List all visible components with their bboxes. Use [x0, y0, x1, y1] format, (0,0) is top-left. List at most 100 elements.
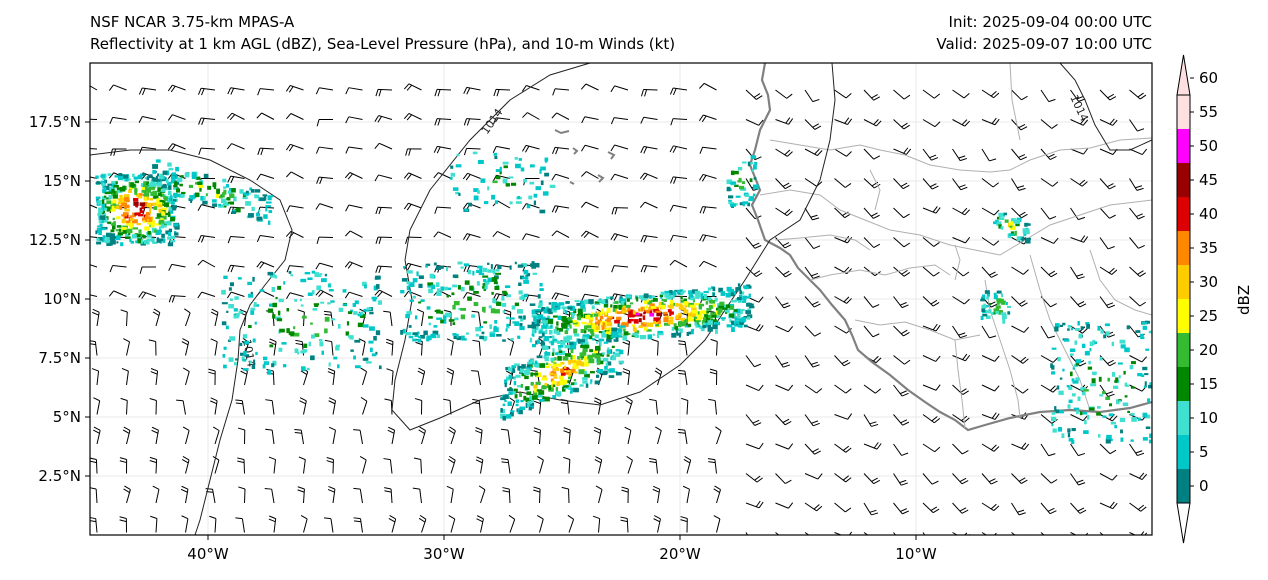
reflectivity-cell — [581, 321, 587, 325]
reflectivity-cell — [707, 320, 713, 325]
reflectivity-cell — [529, 181, 535, 185]
reflectivity-cell — [711, 314, 717, 318]
reflectivity-cell — [333, 356, 338, 360]
wind-barb — [533, 427, 542, 445]
reflectivity-cell — [288, 331, 295, 336]
map-axes: 17.5°N15°N12.5°N10°N7.5°N5°N2.5°N40°W 30°… — [29, 113, 937, 563]
reflectivity-cell — [1115, 399, 1120, 405]
reflectivity-cell — [582, 351, 587, 356]
reflectivity-cell — [529, 303, 536, 306]
reflectivity-cell — [324, 316, 330, 322]
reflectivity-cell — [525, 368, 530, 374]
reflectivity-cell — [539, 328, 543, 332]
wind-barb — [745, 266, 763, 277]
wind-barb — [268, 456, 277, 474]
reflectivity-cell — [540, 342, 546, 347]
wind-barb — [581, 116, 599, 124]
reflectivity-cell — [519, 406, 526, 411]
reflectivity-cell — [509, 265, 512, 270]
wind-barb — [922, 119, 941, 128]
reflectivity-cell — [262, 194, 268, 197]
reflectivity-cell — [452, 284, 458, 288]
reflectivity-cell — [544, 172, 550, 177]
reflectivity-cell — [101, 237, 105, 243]
wind-barb — [91, 368, 100, 386]
reflectivity-cell — [1103, 334, 1107, 339]
wind-barb — [699, 146, 717, 154]
reflectivity-cell — [986, 296, 989, 300]
reflectivity-cell — [1007, 305, 1012, 309]
wind-barb — [775, 148, 793, 157]
wind-barb — [374, 174, 393, 182]
reflectivity-cell — [377, 300, 383, 305]
reflectivity-cell — [103, 195, 107, 198]
reflectivity-cell — [738, 299, 744, 302]
reflectivity-cell — [998, 310, 1004, 315]
wind-barb — [345, 204, 363, 212]
reflectivity-cell — [559, 378, 563, 384]
reflectivity-cell — [122, 212, 129, 215]
reflectivity-cell — [1120, 344, 1126, 349]
reflectivity-cell — [564, 330, 569, 335]
reflectivity-cell — [229, 201, 234, 205]
reflectivity-cell — [1142, 437, 1148, 441]
reflectivity-cell — [674, 289, 680, 293]
wind-barb — [1070, 473, 1086, 486]
wind-barb — [1129, 237, 1145, 249]
reflectivity-cell — [607, 315, 613, 319]
reflectivity-cell — [473, 195, 479, 201]
reflectivity-cell — [1067, 428, 1071, 433]
reflectivity-cell — [536, 326, 539, 331]
reflectivity-cell — [524, 375, 529, 380]
reflectivity-cell — [612, 351, 616, 355]
reflectivity-cell — [523, 315, 526, 320]
reflectivity-cell — [520, 367, 524, 373]
reflectivity-cell — [536, 309, 541, 312]
reflectivity-cell — [629, 302, 634, 305]
wind-barb — [269, 338, 277, 356]
reflectivity-cell — [993, 295, 998, 300]
reflectivity-cell — [106, 242, 112, 246]
reflectivity-cell — [525, 402, 528, 408]
reflectivity-cell — [521, 364, 526, 369]
reflectivity-cell — [226, 310, 229, 313]
wind-barb — [522, 233, 540, 241]
reflectivity-cell — [216, 191, 220, 195]
reflectivity-cell — [544, 321, 547, 326]
reflectivity-cell — [600, 360, 604, 365]
reflectivity-cell — [585, 383, 589, 388]
colorbar-band — [1177, 197, 1190, 231]
reflectivity-cell — [661, 298, 667, 301]
reflectivity-cell — [484, 201, 489, 205]
wind-barb — [235, 399, 245, 415]
reflectivity-cell — [111, 181, 118, 186]
reflectivity-cell — [1089, 341, 1094, 347]
reflectivity-cell — [999, 298, 1004, 304]
reflectivity-cell — [101, 203, 106, 208]
reflectivity-cell — [531, 309, 537, 315]
wind-barb — [593, 397, 602, 415]
reflectivity-cell — [590, 379, 593, 383]
reflectivity-cell — [1144, 414, 1151, 419]
reflectivity-cell — [400, 289, 405, 294]
reflectivity-cell — [684, 304, 688, 308]
reflectivity-cell — [1024, 222, 1028, 227]
reflectivity-cell — [275, 316, 281, 320]
wind-barb — [297, 486, 305, 504]
wind-barb — [834, 443, 852, 453]
wind-barb — [611, 265, 629, 273]
reflectivity-cell — [526, 272, 531, 277]
wind-barb — [152, 485, 160, 504]
reflectivity-cell — [648, 295, 652, 299]
reflectivity-cell — [551, 304, 554, 309]
reflectivity-cell — [101, 199, 105, 204]
reflectivity-cell — [564, 310, 568, 315]
wind-barb — [710, 338, 718, 356]
reflectivity-cell — [149, 202, 155, 206]
reflectivity-cell — [1054, 326, 1059, 332]
wind-barb — [414, 398, 423, 415]
reflectivity-cell — [734, 317, 737, 323]
reflectivity-cell — [576, 313, 582, 317]
reflectivity-cell — [579, 300, 584, 305]
colorbar-tick-label: 20 — [1199, 341, 1218, 359]
